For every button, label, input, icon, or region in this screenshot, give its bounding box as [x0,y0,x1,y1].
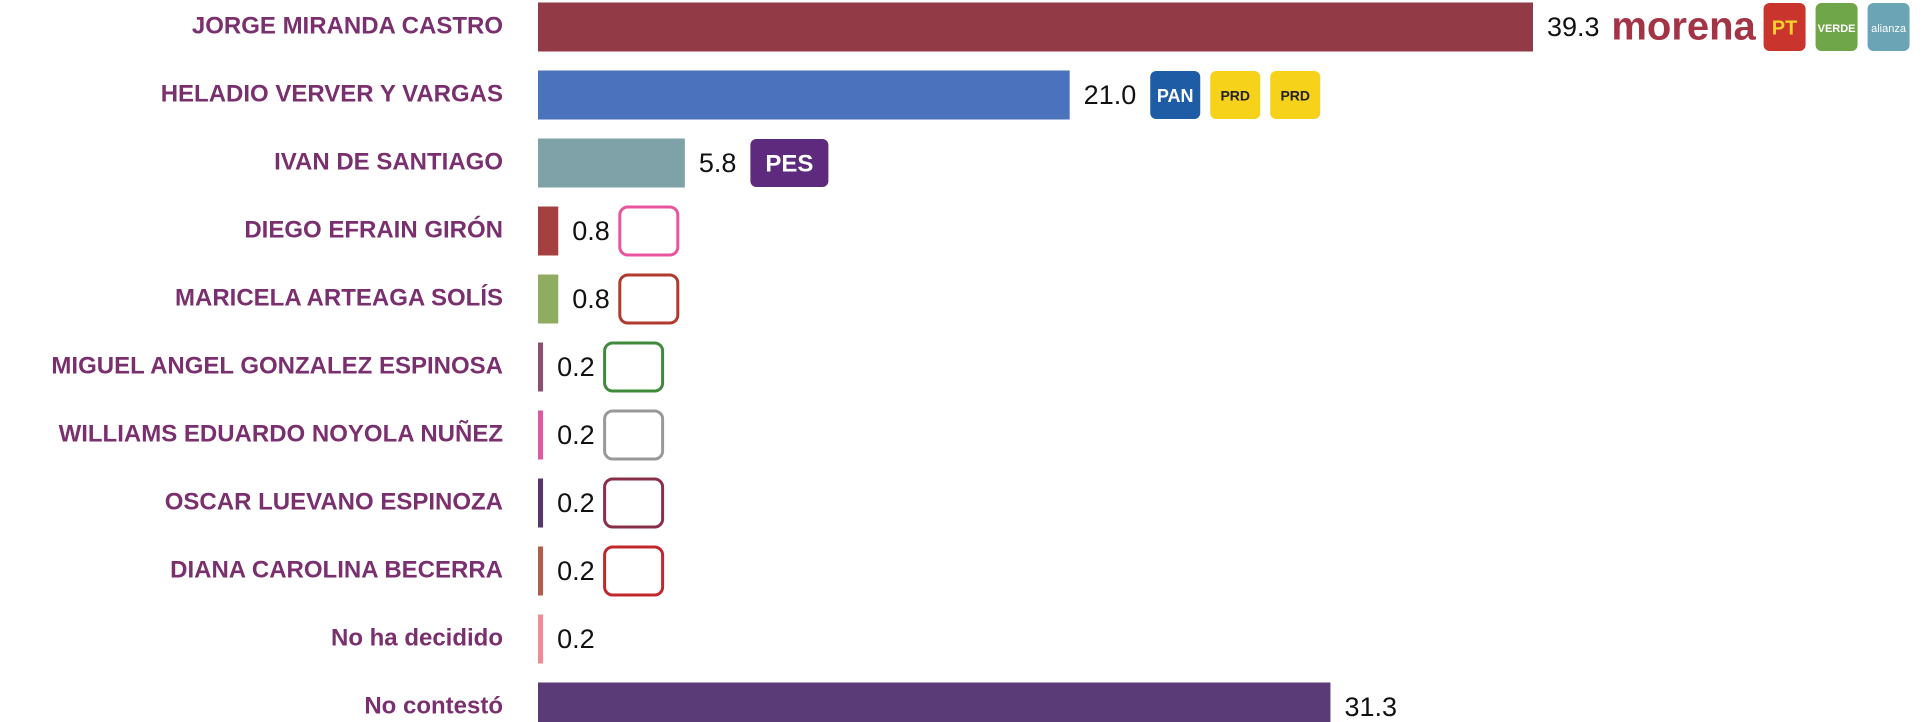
bar [538,478,544,528]
party-logo [603,341,665,393]
party-logo-text: PRD [1280,88,1310,104]
party-logo [603,477,665,529]
party-logo-text: PES [765,150,813,177]
bar [538,2,1533,52]
party-logo [618,205,680,257]
value-label: 21.0 [1084,80,1137,110]
value-label: 39.3 [1547,12,1600,42]
party-logo-text: morena [1611,5,1756,49]
bar [538,614,544,664]
party-logo-text: PAN [1157,86,1194,106]
party-logo [603,409,665,461]
category-label: MARICELA ARTEAGA SOLÍS [175,283,503,311]
bar [538,274,559,324]
category-label: JORGE MIRANDA CASTRO [192,12,503,39]
party-logo [1815,3,1858,51]
party-logo-text: alianza [1871,23,1907,35]
category-label: DIEGO EFRAIN GIRÓN [244,215,503,243]
party-logo [1867,3,1910,51]
value-label: 0.8 [572,284,610,314]
value-label: 0.2 [557,624,595,654]
party-logo-text: PT [1772,17,1798,39]
bar [538,410,544,460]
party-logo [750,139,829,187]
value-label: 0.2 [557,420,595,450]
party-logo-text: PRD [1220,88,1250,104]
bar [538,206,559,256]
party-logo [1150,71,1201,119]
value-label: 0.2 [557,556,595,586]
party-logo [1763,3,1806,51]
bar [538,342,544,392]
bar [538,138,685,188]
party-logo [1210,71,1261,119]
value-label: 0.2 [557,488,595,518]
bar [538,70,1070,120]
party-logo [618,273,680,325]
bar [538,682,1331,722]
value-label: 31.3 [1344,692,1397,722]
category-label: MIGUEL ANGEL GONZALEZ ESPINOSA [51,352,503,379]
party-logo [603,545,665,597]
bar [538,546,544,596]
value-label: 5.8 [699,148,737,178]
category-label: No contestó [364,692,503,719]
category-label: WILLIAMS EDUARDO NOYOLA NUÑEZ [59,419,503,447]
category-label: OSCAR LUEVANO ESPINOZA [165,488,503,515]
category-label: HELADIO VERVER Y VARGAS [161,80,503,107]
party-logo-text: VERDE [1818,23,1856,35]
party-logo [1270,71,1321,119]
value-label: 0.2 [557,352,595,382]
category-label: IVAN DE SANTIAGO [274,148,503,175]
category-label: DIANA CAROLINA BECERRA [170,556,503,583]
value-label: 0.8 [572,216,610,246]
category-label: No ha decidido [331,624,503,651]
